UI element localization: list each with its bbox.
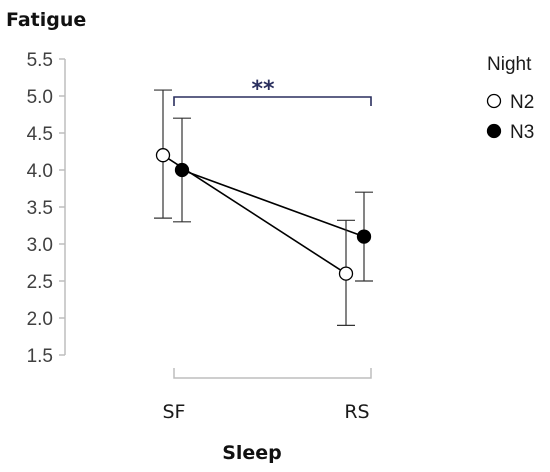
data-point-n2 (338, 266, 354, 281)
legend: Night N2 N3 (486, 54, 534, 143)
legend-marker-filled-circle (486, 123, 502, 139)
y-axis: 5.5 5.0 4.5 4.0 3.5 3.0 2.5 2.0 1.5 (27, 50, 66, 367)
x-axis-label: Sleep (222, 442, 282, 464)
y-tick-label: 1.5 (27, 346, 53, 367)
y-tick-label: 2.0 (27, 309, 53, 330)
x-tick-label: RS (344, 401, 369, 423)
data-point-n3 (356, 229, 372, 244)
data-point-n2 (155, 148, 171, 163)
legend-label: N3 (510, 122, 534, 143)
significance-stars: ** (251, 77, 275, 102)
y-tick-label: 5.0 (27, 87, 53, 108)
x-axis: SF RS Sleep (163, 368, 372, 464)
y-tick-label: 3.5 (27, 198, 53, 219)
significance-annotation: ** (173, 77, 372, 106)
series-layer (154, 89, 373, 326)
series-line-n3 (181, 169, 365, 238)
x-axis-line (173, 368, 372, 379)
legend-title: Night (487, 54, 532, 75)
y-tick-label: 2.5 (27, 272, 53, 293)
y-tick-label: 5.5 (27, 50, 53, 71)
chart-title: Fatigue (6, 9, 86, 31)
significance-bracket (173, 96, 372, 106)
y-tick-label: 4.5 (27, 124, 53, 145)
data-point-n3 (174, 162, 190, 178)
legend-item-n2: N2 (486, 92, 534, 113)
y-tick-label: 3.0 (27, 235, 53, 256)
legend-item-n3: N3 (486, 122, 534, 143)
x-tick-label: SF (163, 401, 186, 423)
y-ticks: 5.5 5.0 4.5 4.0 3.5 3.0 2.5 2.0 1.5 (27, 50, 65, 367)
legend-marker-open-circle (486, 93, 502, 109)
legend-label: N2 (510, 92, 534, 113)
y-tick-label: 4.0 (27, 161, 53, 182)
